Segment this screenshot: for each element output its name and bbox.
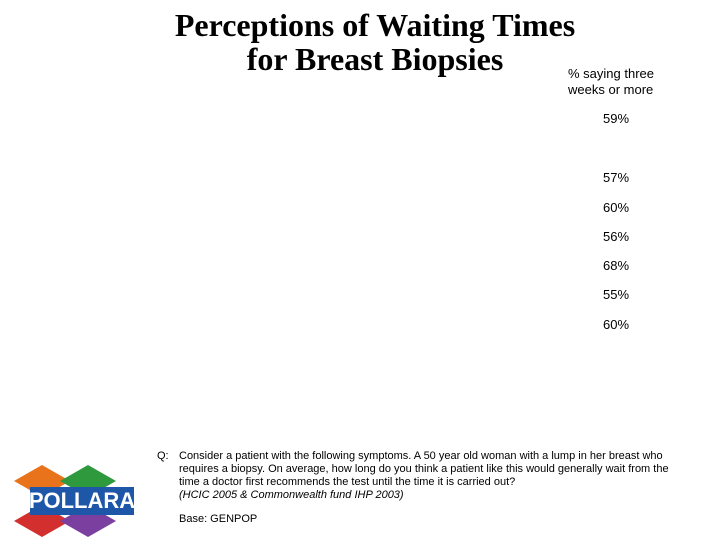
question-source: (HCIC 2005 & Commonwealth fund IHP 2003) (179, 489, 404, 501)
question-text-block: Consider a patient with the following sy… (179, 450, 684, 502)
value-label: 57% (603, 170, 630, 185)
column-header-line-1: % saying three (568, 66, 654, 81)
title-line-1: Perceptions of Waiting Times (174, 7, 576, 43)
column-header-line-2: weeks or more (568, 82, 654, 97)
logo-band (30, 487, 134, 515)
chart-title: Perceptions of Waiting Times for Breast … (110, 8, 640, 76)
pollara-logo: POLLARA (14, 465, 135, 537)
logo-text: POLLARA (29, 488, 135, 513)
value-label: 56% (603, 229, 630, 244)
title-line-2: for Breast Biopsies (246, 41, 504, 77)
base-note: Base: GENPOP (179, 513, 258, 525)
question-text: Consider a patient with the following sy… (179, 450, 669, 488)
question-label: Q: (157, 450, 169, 462)
value-label: 55% (603, 287, 630, 302)
value-label: 60% (603, 317, 630, 332)
value-label: 59% (603, 111, 630, 126)
value-label: 68% (603, 258, 630, 273)
column-header: % saying three weeks or more (568, 66, 688, 98)
value-label: 60% (603, 200, 630, 215)
